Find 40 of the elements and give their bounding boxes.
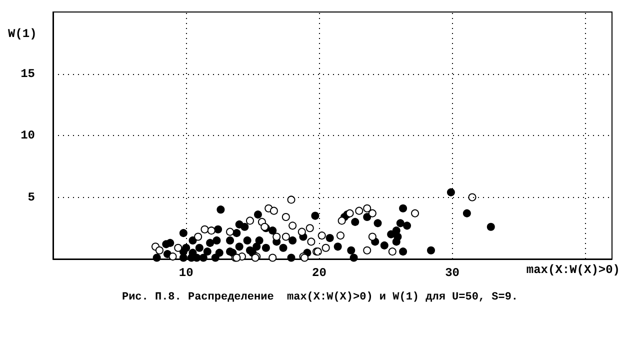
point <box>388 248 396 256</box>
y-axis-title: W(1) <box>8 27 37 41</box>
point <box>287 196 296 204</box>
point <box>174 244 182 252</box>
point <box>306 224 314 232</box>
x-axis-title: max(X:W(X)>0) <box>526 263 620 277</box>
point <box>200 225 209 234</box>
point <box>207 226 216 235</box>
text: Рис. П.8. Распределение max(X:W(X)>0) и W(1) для U=50, S=9. <box>122 292 518 304</box>
point <box>226 228 234 236</box>
x-tick-label: 10 <box>178 266 194 280</box>
point <box>288 222 297 230</box>
point <box>338 216 346 225</box>
point <box>282 232 290 241</box>
point <box>155 246 164 254</box>
point <box>168 252 177 261</box>
point <box>307 238 316 246</box>
x-tick-label: 20 <box>312 266 326 280</box>
y-tick-label: 10 <box>20 128 35 142</box>
point <box>368 209 376 218</box>
point <box>282 213 290 222</box>
point <box>194 232 202 241</box>
point <box>270 206 278 215</box>
point <box>246 216 254 225</box>
point <box>268 254 277 262</box>
point <box>322 244 330 252</box>
point <box>368 232 376 241</box>
y-tick-label: 15 <box>20 66 35 81</box>
point <box>363 246 372 254</box>
point <box>346 209 354 218</box>
point <box>336 232 344 240</box>
y-tick-label: 5 <box>28 190 35 204</box>
point <box>318 232 326 240</box>
point <box>272 232 281 241</box>
x-tick-label: 30 <box>445 266 460 280</box>
point <box>468 193 476 202</box>
point <box>355 206 364 215</box>
point <box>363 204 372 212</box>
point <box>298 228 306 236</box>
point <box>411 209 420 218</box>
